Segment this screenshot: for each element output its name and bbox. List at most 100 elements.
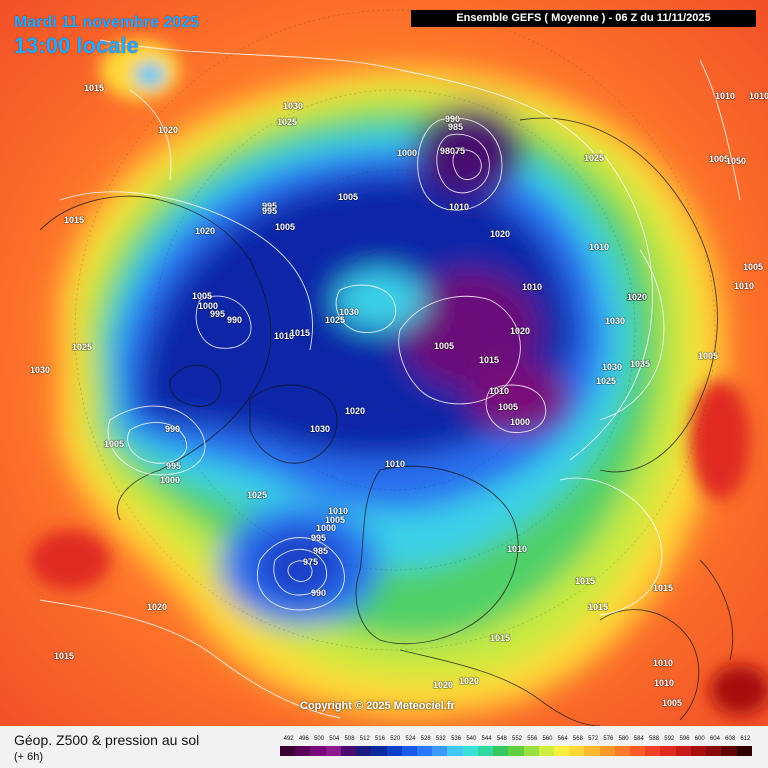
isobar-label: 1020 xyxy=(147,602,167,612)
isobar-contour xyxy=(39,599,341,719)
model-run-banner: Ensemble GEFS ( Moyenne ) - 06 Z du 11/1… xyxy=(411,10,756,27)
isobar-label: 1010 xyxy=(749,91,768,101)
isobar-label: 1030 xyxy=(30,365,50,375)
isobar-label: 1015 xyxy=(588,602,608,612)
scale-swatch xyxy=(295,746,311,756)
scale-tick-label: 564 xyxy=(557,736,568,742)
color-scale-labels: 492 496 500 504 508 512 516 520 524 528 532 536 540 5… xyxy=(280,736,752,746)
scale-swatch xyxy=(523,746,539,756)
scale-tick-label: 548 xyxy=(496,736,507,742)
color-scale-bar xyxy=(280,746,752,756)
isobar-label: 1015 xyxy=(490,633,510,643)
isobar-lines xyxy=(39,39,741,719)
coast-greenland xyxy=(249,384,338,464)
isobar-contour xyxy=(398,295,521,405)
isobar-label: 1025 xyxy=(584,153,604,163)
isobar-label: 1015 xyxy=(575,576,595,586)
isobar-label: 1010 xyxy=(507,544,527,554)
isobar-contour xyxy=(599,249,665,421)
isobar-label: 1020 xyxy=(345,406,365,416)
isobar-label: 1030 xyxy=(310,424,330,434)
isobar-label: 1020 xyxy=(627,292,647,302)
latitude-circle-80 xyxy=(314,249,476,411)
isobar-label: 1010 xyxy=(328,506,348,516)
scale-tick-label: 536 xyxy=(451,736,462,742)
isobar-label: 1025 xyxy=(247,490,267,500)
field-purple-core-1 xyxy=(400,270,540,390)
latitude-circle-60 xyxy=(154,89,636,571)
isobar-label: 1010 xyxy=(734,281,754,291)
isobar-contour xyxy=(335,284,397,333)
scale-swatch xyxy=(356,746,372,756)
isobar-label: 1015 xyxy=(64,215,84,225)
isobar-label: 1000 xyxy=(160,475,180,485)
isobar-label: 1010 xyxy=(489,386,509,396)
scale-swatch xyxy=(630,746,646,756)
isobar-label: 990 xyxy=(227,315,242,325)
isobar-contour xyxy=(699,59,741,201)
isobar-label: 1000 xyxy=(510,417,530,427)
isobar-label: 1030 xyxy=(605,316,625,326)
isobar-label: 1005 xyxy=(338,192,358,202)
isobar-label: 1015 xyxy=(290,328,310,338)
isobar-label: 1010 xyxy=(654,678,674,688)
scale-tick-label: 540 xyxy=(466,736,477,742)
scale-tick-label: 596 xyxy=(679,736,690,742)
scale-swatch xyxy=(660,746,676,756)
scale-tick-label: 576 xyxy=(603,736,614,742)
scale-tick-label: 584 xyxy=(633,736,644,742)
isobar-label: 1010 xyxy=(385,459,405,469)
isobar-label: 1005 xyxy=(192,291,212,301)
isobar-label: 990 xyxy=(445,114,460,124)
isobar-label: 1020 xyxy=(433,680,453,690)
isobar-label: 1005 xyxy=(498,402,518,412)
scale-swatch xyxy=(432,746,448,756)
isobar-label: 1000 xyxy=(316,523,336,533)
forecast-step: (+ 6h) xyxy=(14,751,44,763)
isobar-label: 1050 xyxy=(726,156,746,166)
scale-tick-label: 568 xyxy=(572,736,583,742)
isobar-label: 1005 xyxy=(434,341,454,351)
scale-swatch xyxy=(569,746,585,756)
isobar-contour xyxy=(129,89,172,181)
isobar-label: 1025 xyxy=(596,376,616,386)
isobar-label: 995 xyxy=(210,309,225,319)
isobar-label: 995 xyxy=(311,533,326,543)
forecast-date: Mardi 11 novembre 2025 xyxy=(14,14,199,31)
scale-tick-label: 496 xyxy=(298,736,309,742)
isobar-label: 1005 xyxy=(698,351,718,361)
scale-swatch xyxy=(447,746,463,756)
scale-tick-label: 580 xyxy=(618,736,629,742)
scale-swatch xyxy=(614,746,631,756)
isobar-label: 1005 xyxy=(743,262,763,272)
forecast-local-time: 13:00 locale xyxy=(14,33,139,58)
scale-swatch xyxy=(508,746,524,756)
isobar-label: 1020 xyxy=(490,229,510,239)
accent-se-dark xyxy=(710,665,768,715)
isobar-label: 1010 xyxy=(274,331,294,341)
scale-tick-label: 592 xyxy=(664,736,675,742)
isobar-label: 1035 xyxy=(630,359,650,369)
isobar-label: 1005 xyxy=(104,439,124,449)
isobar-contour xyxy=(99,39,601,161)
scale-tick-label: 532 xyxy=(435,736,446,742)
isobar-label: 1030 xyxy=(283,101,303,111)
isobar-label: 995 xyxy=(262,206,277,216)
scale-tick-label: 572 xyxy=(588,736,599,742)
scale-swatch xyxy=(386,746,402,756)
isobar-contour xyxy=(107,405,206,476)
scale-tick-label: 492 xyxy=(283,736,294,742)
scale-tick-label: 560 xyxy=(542,736,553,742)
scale-tick-label: 516 xyxy=(374,736,385,742)
accent-pacific-cyan xyxy=(135,63,165,87)
coast-india xyxy=(699,559,734,661)
scale-swatch xyxy=(553,746,570,756)
accent-east-red xyxy=(690,380,750,500)
scale-swatch xyxy=(584,746,600,756)
isobar-contour xyxy=(417,117,503,211)
isobar-label: 995 xyxy=(166,461,181,471)
scale-swatch xyxy=(371,746,387,756)
isobar-contour xyxy=(195,295,252,349)
coast-europe xyxy=(355,465,519,645)
isobar-contour xyxy=(436,133,490,194)
